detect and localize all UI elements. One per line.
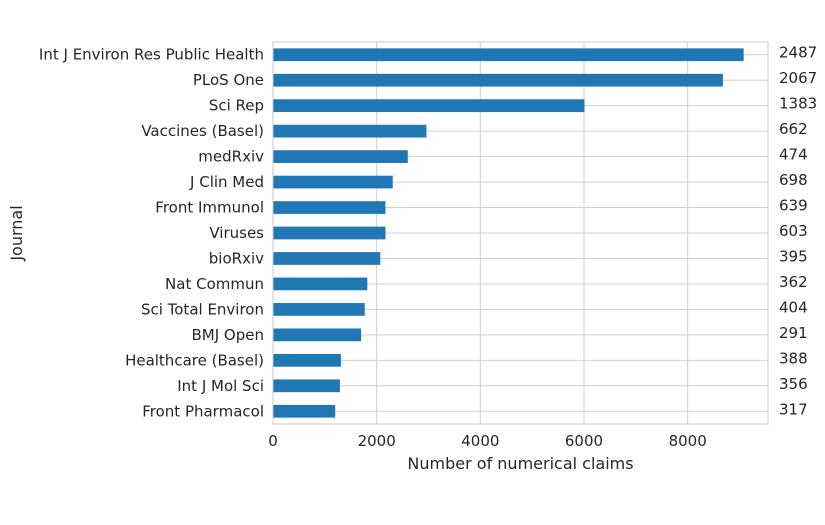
y-tick-label: Front Pharmacol [142,402,264,420]
right-value-label: 291 [779,324,808,342]
plot-frame [272,41,769,425]
right-value-label: 2487 [779,44,817,62]
right-value-label: 662 [779,120,808,138]
y-tick-label: medRxiv [198,148,264,166]
right-value-label: 362 [779,273,808,291]
y-tick-label: Sci Rep [209,97,264,115]
right-value-label: 317 [779,400,808,418]
x-tick-label: 2000 [358,432,396,450]
bar [273,252,381,265]
bar [273,73,723,87]
bar [273,48,744,62]
y-tick-label: PLoS One [193,71,264,89]
y-tick-label: Front Immunol [155,199,264,217]
y-tick-label: Viruses [209,224,264,242]
right-value-label: 639 [779,197,808,215]
y-tick-label: Sci Total Environ [141,300,264,318]
y-tick-label: Int J Environ Res Public Health [39,46,264,64]
bar [273,328,362,342]
bar [273,124,427,138]
bar [273,277,368,291]
right-value-label: 388 [779,349,808,367]
right-value-labels: 2487 2067 1383 662 474 698 639 603 395 362 404 291 3… [779,44,817,419]
right-value-label: 603 [779,222,808,240]
right-value-label: 2067 [779,69,817,87]
bar [273,99,585,113]
y-tick-labels: Int J Environ Res Public Health PLoS One S… [39,46,264,421]
x-axis-label: Number of numerical claims [407,454,633,473]
bar [273,303,365,316]
x-tick-label: 6000 [565,432,603,450]
y-tick-label: Vaccines (Basel) [141,122,264,140]
x-tick-label: 0 [268,432,278,450]
right-value-label: 474 [779,146,808,164]
y-tick-label: Int J Mol Sci [177,377,264,395]
right-value-label: 698 [779,171,808,189]
y-tick-label: Healthcare (Basel) [125,351,264,369]
bars [273,48,744,418]
bar [273,404,336,418]
right-value-label: 1383 [779,95,817,113]
bar [273,150,408,163]
y-tick-label: Nat Commun [165,275,264,293]
x-tick-label: 8000 [669,432,707,450]
y-tick-label: J Clin Med [189,173,264,191]
bar [273,353,341,367]
right-value-label: 356 [779,375,808,393]
y-tick-label: BMJ Open [192,326,265,344]
bar [273,201,386,214]
y-tick-label: bioRxiv [209,249,264,267]
right-value-label: 395 [779,247,808,265]
y-axis-label: Journal [7,205,26,261]
bar [273,379,340,393]
bar [273,175,393,189]
right-value-label: 404 [779,298,808,316]
bar [273,226,386,240]
x-tick-labels: 0 2000 4000 6000 8000 [268,432,707,450]
x-tick-label: 4000 [461,432,499,450]
